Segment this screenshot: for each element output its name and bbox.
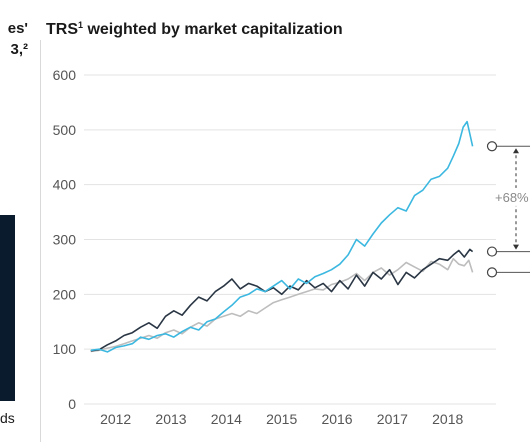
left-panel-title-line: es' [7, 20, 28, 37]
annotation-arrowhead [513, 244, 519, 250]
y-tick-label: 300 [53, 232, 77, 248]
x-tick-label: 2012 [100, 411, 131, 427]
x-tick-label: 2016 [321, 411, 352, 427]
panel-divider [40, 40, 41, 442]
left-panel-title-line: 3,² [10, 41, 28, 58]
y-tick-label: 400 [53, 177, 77, 193]
left-panel-bar [0, 215, 15, 401]
end-marker [486, 267, 498, 278]
y-tick-label: 500 [53, 122, 77, 138]
left-panel-title: es' 3,² [8, 18, 28, 60]
annotation-label: +68% [495, 190, 529, 205]
x-tick-label: 2018 [432, 411, 463, 427]
x-tick-label: 2015 [266, 411, 297, 427]
y-tick-label: 100 [53, 341, 77, 357]
annotation-arrowhead [513, 148, 519, 154]
annotation-label-bg [497, 187, 530, 206]
chart-title-rest: weighted by market capitalization [83, 21, 343, 38]
left-panel: es' 3,² ds [0, 0, 40, 442]
x-tick-label: 2017 [377, 411, 408, 427]
left-panel-label: ds [0, 410, 15, 426]
x-tick-label: 2013 [155, 411, 186, 427]
series-line [90, 248, 474, 352]
chart-title-footnote: 1 [78, 20, 84, 30]
y-tick-label: 600 [53, 67, 77, 83]
y-tick-label: 0 [68, 396, 76, 412]
x-tick-label: 2014 [211, 411, 242, 427]
chart-title-main: TRS [46, 21, 78, 38]
series-line [90, 120, 474, 353]
y-tick-label: 200 [53, 286, 77, 302]
chart-title: TRS1 weighted by market capitalization [46, 20, 343, 39]
series-line [90, 257, 474, 353]
end-marker [486, 246, 498, 257]
end-marker [486, 141, 498, 152]
